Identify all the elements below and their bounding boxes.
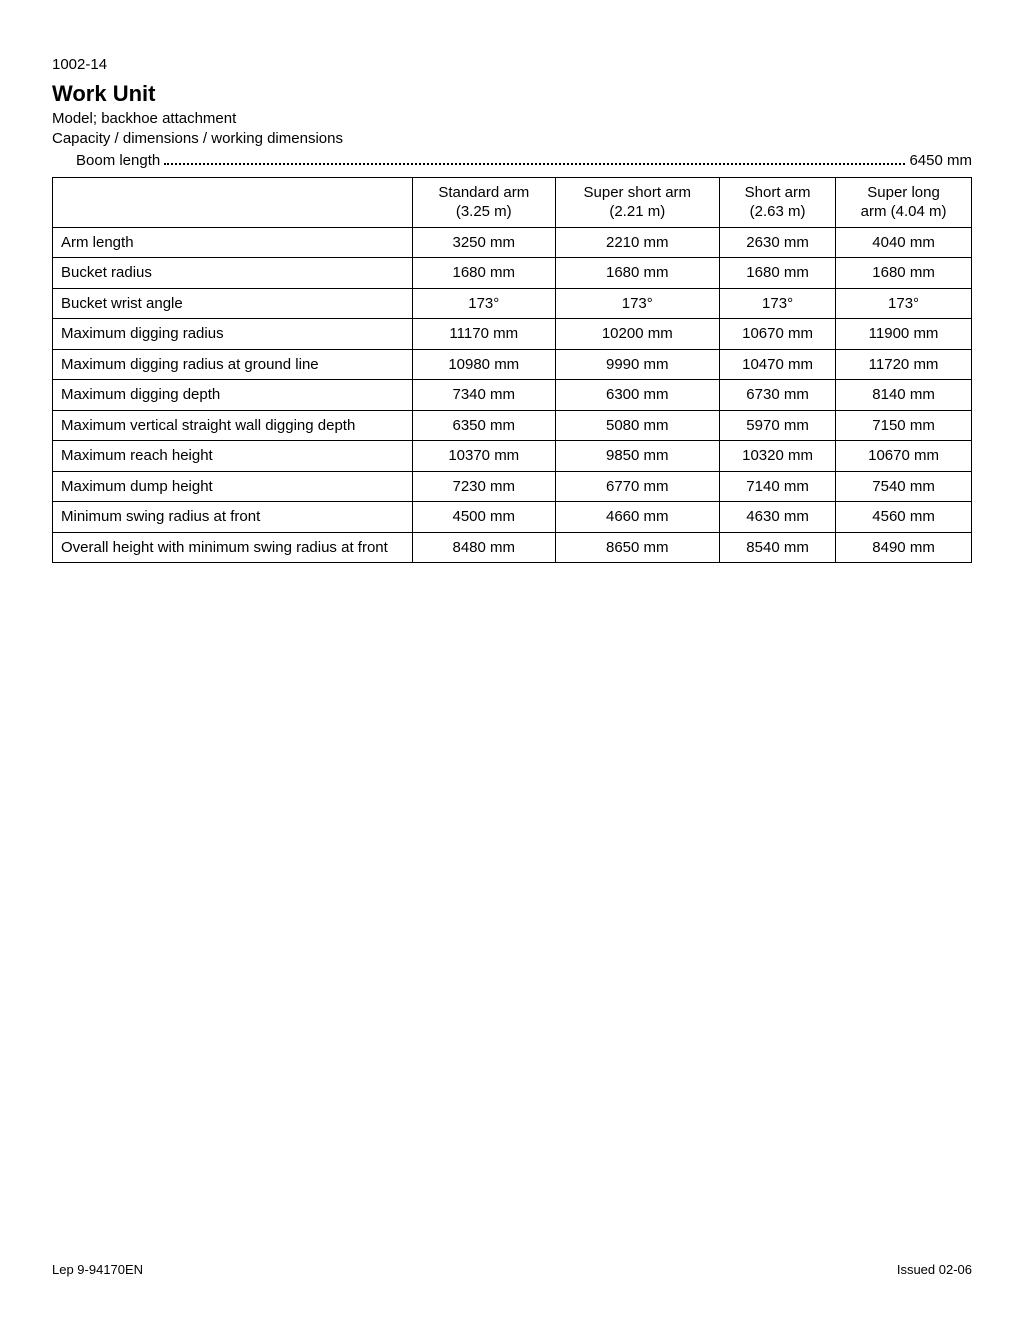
- table-cell: 7150 mm: [836, 410, 972, 441]
- table-row: Maximum reach height10370 mm9850 mm10320…: [53, 441, 972, 472]
- col-header-line2: arm (4.04 m): [861, 203, 947, 220]
- table-row-label: Arm length: [53, 227, 413, 258]
- col-header-line2: (2.63 m): [750, 203, 806, 220]
- table-cell: 6350 mm: [413, 410, 556, 441]
- table-cell: 3250 mm: [413, 227, 556, 258]
- boom-length-label: Boom length: [76, 152, 160, 169]
- col-header-line1: Super long: [867, 184, 940, 201]
- table-header-row: Standard arm (3.25 m) Super short arm (2…: [53, 177, 972, 227]
- page-number: 1002-14: [52, 56, 972, 73]
- table-row-label: Bucket wrist angle: [53, 288, 413, 319]
- table-row-label: Maximum digging depth: [53, 380, 413, 411]
- model-line: Model; backhoe attachment: [52, 109, 972, 129]
- table-cell: 4560 mm: [836, 502, 972, 533]
- footer-right: Issued 02-06: [897, 1262, 972, 1277]
- table-row: Maximum digging radius11170 mm10200 mm10…: [53, 319, 972, 350]
- table-cell: 10670 mm: [720, 319, 836, 350]
- table-cell: 4040 mm: [836, 227, 972, 258]
- col-header-line1: Super short arm: [584, 184, 692, 201]
- table-row: Maximum digging radius at ground line109…: [53, 349, 972, 380]
- table-cell: 4630 mm: [720, 502, 836, 533]
- table-header-blank: [53, 177, 413, 227]
- table-cell: 10320 mm: [720, 441, 836, 472]
- table-cell: 7230 mm: [413, 471, 556, 502]
- table-cell: 173°: [836, 288, 972, 319]
- table-cell: 1680 mm: [555, 258, 720, 289]
- table-row: Bucket radius1680 mm1680 mm1680 mm1680 m…: [53, 258, 972, 289]
- page-footer: Lep 9-94170EN Issued 02-06: [52, 1262, 972, 1277]
- col-header-line2: (3.25 m): [456, 203, 512, 220]
- table-cell: 10470 mm: [720, 349, 836, 380]
- table-row: Maximum digging depth7340 mm6300 mm6730 …: [53, 380, 972, 411]
- table-row: Overall height with minimum swing radius…: [53, 532, 972, 563]
- table-cell: 10670 mm: [836, 441, 972, 472]
- table-row: Maximum vertical straight wall digging d…: [53, 410, 972, 441]
- table-col-header: Super long arm (4.04 m): [836, 177, 972, 227]
- table-row-label: Maximum digging radius: [53, 319, 413, 350]
- table-cell: 10980 mm: [413, 349, 556, 380]
- table-col-header: Short arm (2.63 m): [720, 177, 836, 227]
- table-row: Arm length3250 mm2210 mm2630 mm4040 mm: [53, 227, 972, 258]
- table-cell: 4500 mm: [413, 502, 556, 533]
- table-row: Minimum swing radius at front4500 mm4660…: [53, 502, 972, 533]
- table-cell: 8540 mm: [720, 532, 836, 563]
- table-row: Bucket wrist angle173°173°173°173°: [53, 288, 972, 319]
- boom-length-row: Boom length 6450 mm: [52, 152, 972, 169]
- table-cell: 2630 mm: [720, 227, 836, 258]
- table-cell: 11720 mm: [836, 349, 972, 380]
- table-row-label: Overall height with minimum swing radius…: [53, 532, 413, 563]
- footer-left: Lep 9-94170EN: [52, 1262, 143, 1277]
- table-cell: 7340 mm: [413, 380, 556, 411]
- table-cell: 9850 mm: [555, 441, 720, 472]
- table-cell: 1680 mm: [413, 258, 556, 289]
- table-cell: 6300 mm: [555, 380, 720, 411]
- page-title: Work Unit: [52, 81, 972, 107]
- capacity-line: Capacity / dimensions / working dimensio…: [52, 129, 972, 149]
- col-header-line2: (2.21 m): [609, 203, 665, 220]
- table-cell: 2210 mm: [555, 227, 720, 258]
- leader-dots: [164, 163, 905, 165]
- table-col-header: Standard arm (3.25 m): [413, 177, 556, 227]
- table-row-label: Maximum digging radius at ground line: [53, 349, 413, 380]
- table-row-label: Maximum reach height: [53, 441, 413, 472]
- table-row: Maximum dump height7230 mm6770 mm7140 mm…: [53, 471, 972, 502]
- table-cell: 173°: [413, 288, 556, 319]
- table-cell: 9990 mm: [555, 349, 720, 380]
- table-cell: 11900 mm: [836, 319, 972, 350]
- table-row-label: Bucket radius: [53, 258, 413, 289]
- table-row-label: Maximum vertical straight wall digging d…: [53, 410, 413, 441]
- table-cell: 8490 mm: [836, 532, 972, 563]
- table-col-header: Super short arm (2.21 m): [555, 177, 720, 227]
- col-header-line1: Standard arm: [438, 184, 529, 201]
- table-cell: 7140 mm: [720, 471, 836, 502]
- table-cell: 4660 mm: [555, 502, 720, 533]
- table-cell: 173°: [720, 288, 836, 319]
- table-cell: 10200 mm: [555, 319, 720, 350]
- table-cell: 173°: [555, 288, 720, 319]
- table-cell: 8140 mm: [836, 380, 972, 411]
- table-cell: 6730 mm: [720, 380, 836, 411]
- table-cell: 5970 mm: [720, 410, 836, 441]
- table-cell: 1680 mm: [720, 258, 836, 289]
- table-cell: 8480 mm: [413, 532, 556, 563]
- table-cell: 11170 mm: [413, 319, 556, 350]
- table-cell: 10370 mm: [413, 441, 556, 472]
- table-cell: 5080 mm: [555, 410, 720, 441]
- table-cell: 6770 mm: [555, 471, 720, 502]
- table-cell: 7540 mm: [836, 471, 972, 502]
- boom-length-value: 6450 mm: [909, 152, 972, 169]
- table-cell: 8650 mm: [555, 532, 720, 563]
- spec-table: Standard arm (3.25 m) Super short arm (2…: [52, 177, 972, 564]
- table-row-label: Minimum swing radius at front: [53, 502, 413, 533]
- col-header-line1: Short arm: [745, 184, 811, 201]
- table-row-label: Maximum dump height: [53, 471, 413, 502]
- table-cell: 1680 mm: [836, 258, 972, 289]
